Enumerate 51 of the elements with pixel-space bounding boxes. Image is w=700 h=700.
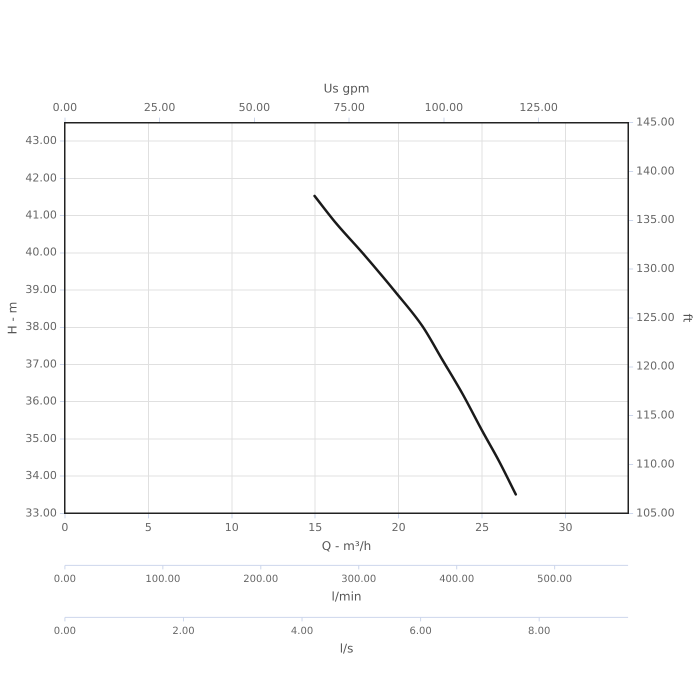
line-series [313, 194, 518, 496]
x-tick-label: 20 [392, 520, 406, 534]
y-tick-label: 38.00 [25, 320, 57, 334]
y-tick-label: 33.00 [25, 506, 57, 520]
text: 300.00 [341, 574, 376, 585]
x2-tick-label: 125.00 [519, 100, 558, 114]
x-tick-label: 15 [308, 520, 322, 534]
x2-tick-label: 50.00 [238, 100, 270, 114]
y-tick-label: 36.00 [25, 394, 57, 408]
y-tick-label: 39.00 [25, 282, 57, 296]
y2-tick-label: 110.00 [636, 457, 675, 470]
text: 500.00 [537, 574, 572, 585]
text: 2.00 [172, 626, 195, 637]
text: 0.00 [54, 574, 76, 585]
y-tick-label: 43.00 [25, 134, 57, 148]
y2-tick-label: 140.00 [636, 164, 675, 178]
y2-tick-label: 145.00 [636, 115, 675, 128]
y-axis-title: H - m [5, 302, 20, 334]
y2-tick-label: 115.00 [636, 408, 675, 422]
text: 100.00 [145, 574, 180, 585]
y-tick-label: 40.00 [25, 246, 57, 259]
x2-axis-title: Us gpm [324, 81, 370, 96]
x2-tick-label: 100.00 [424, 100, 464, 114]
y-tick-label: 34.00 [25, 469, 57, 482]
text: 0.00 [54, 626, 76, 637]
y2-tick-label: 120.00 [636, 360, 675, 373]
y-tick-label: 41.00 [25, 208, 57, 222]
x2-tick-label: 75.00 [333, 100, 365, 114]
x-tick-label: 30 [558, 520, 573, 534]
x-axis-title: Q - m³/h [322, 538, 372, 553]
y-tick-label: 37.00 [25, 357, 57, 370]
text: l/min [331, 590, 362, 604]
text: 8.00 [528, 626, 550, 637]
text: 6.00 [409, 626, 432, 637]
y-tick-label: 42.00 [25, 171, 57, 184]
x-tick-label: 25 [475, 520, 490, 534]
x-tick-label: 0 [61, 520, 68, 534]
y2-tick-label: 125.00 [636, 310, 675, 324]
y2-axis-title: ft [680, 314, 695, 323]
text: 200.00 [243, 574, 278, 585]
x-tick-label: 5 [144, 520, 152, 534]
text: 4.00 [290, 626, 314, 637]
x2-tick-label: 25.00 [144, 100, 176, 114]
y2-tick-label: 135.00 [636, 213, 675, 226]
x2-tick-label: 0.00 [52, 100, 78, 114]
y-tick-label: 35.00 [25, 432, 57, 445]
x-tick-label: 10 [224, 520, 239, 534]
text: 400.00 [439, 574, 474, 585]
y2-tick-label: 105.00 [636, 506, 675, 520]
y2-tick-label: 130.00 [636, 262, 675, 276]
text: l/s [340, 642, 354, 656]
